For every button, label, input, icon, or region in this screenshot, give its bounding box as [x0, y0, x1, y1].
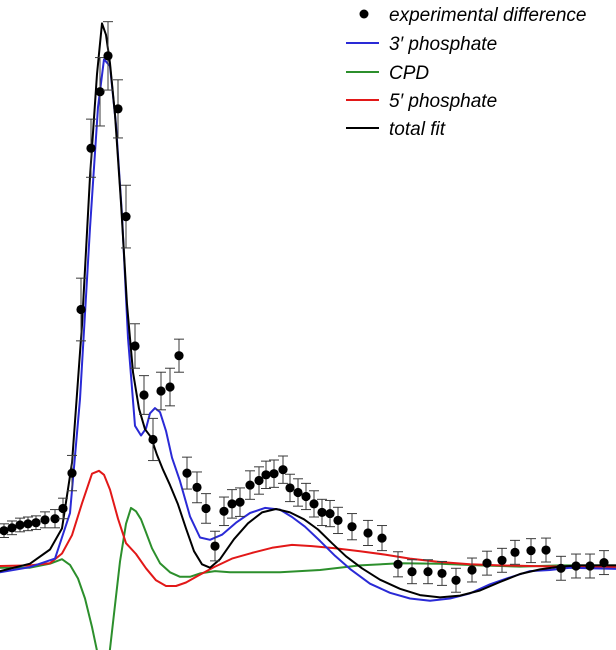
- data-point: [377, 533, 387, 543]
- series-line-5-phosphate: [0, 469, 616, 587]
- data-point: [40, 515, 50, 525]
- data-point: [363, 528, 373, 538]
- data-point: [510, 547, 520, 557]
- data-point: [121, 212, 131, 222]
- legend-marker-experimental-difference: [359, 9, 369, 19]
- data-point: [31, 518, 41, 528]
- data-point: [347, 522, 357, 532]
- series-experimental-difference: [0, 21, 609, 593]
- data-point: [585, 561, 595, 571]
- data-point: [165, 382, 175, 392]
- data-point: [235, 497, 245, 507]
- legend-label-experimental-difference: experimental difference: [389, 5, 587, 26]
- data-point: [285, 483, 295, 493]
- data-point: [15, 520, 25, 530]
- data-point: [245, 480, 255, 490]
- data-point: [76, 304, 86, 315]
- data-point: [325, 508, 335, 519]
- data-point: [261, 470, 271, 480]
- data-point: [86, 143, 96, 153]
- series-line-total-fit: [0, 22, 616, 599]
- data-point: [393, 559, 403, 569]
- data-point: [201, 503, 211, 514]
- data-point: [278, 465, 288, 475]
- data-point: [227, 499, 237, 509]
- data-point: [541, 545, 551, 555]
- legend-label-5-phosphate: 5′ phosphate: [389, 91, 497, 112]
- legend-label-3-phosphate: 3′ phosphate: [389, 34, 497, 55]
- data-point: [497, 555, 507, 565]
- series-line-cpd: [0, 506, 616, 650]
- data-point: [130, 341, 140, 351]
- legend-label-cpd: CPD: [389, 63, 429, 84]
- data-point: [293, 487, 303, 498]
- data-point: [467, 565, 477, 575]
- data-point: [23, 519, 33, 529]
- data-point: [7, 523, 17, 533]
- data-point: [309, 499, 319, 509]
- data-point: [139, 390, 149, 400]
- data-point: [0, 526, 9, 536]
- data-point: [482, 558, 492, 568]
- data-point: [58, 503, 68, 514]
- data-point: [317, 507, 327, 518]
- data-point: [301, 491, 311, 502]
- data-point: [174, 351, 184, 361]
- data-point: [50, 514, 60, 524]
- data-point: [103, 51, 113, 61]
- data-point: [437, 568, 447, 579]
- data-point: [407, 567, 417, 577]
- data-point: [182, 468, 192, 478]
- data-point: [210, 541, 220, 551]
- data-point: [423, 567, 433, 577]
- legend-label-total-fit: total fit: [389, 119, 446, 140]
- data-point: [526, 546, 536, 556]
- data-point: [113, 104, 123, 114]
- data-point: [95, 87, 105, 97]
- data-point: [556, 563, 566, 573]
- data-point: [219, 506, 229, 516]
- data-point: [67, 468, 77, 478]
- data-point: [571, 561, 581, 571]
- data-point: [333, 515, 343, 526]
- legend: experimental difference 3′ phosphate CPD…: [346, 5, 587, 140]
- data-point: [451, 575, 461, 585]
- data-point: [599, 557, 609, 568]
- data-point: [269, 469, 279, 479]
- data-point: [156, 386, 166, 396]
- data-point: [192, 482, 202, 492]
- plot-area: [0, 21, 616, 650]
- data-point: [254, 475, 264, 486]
- data-point: [148, 434, 158, 445]
